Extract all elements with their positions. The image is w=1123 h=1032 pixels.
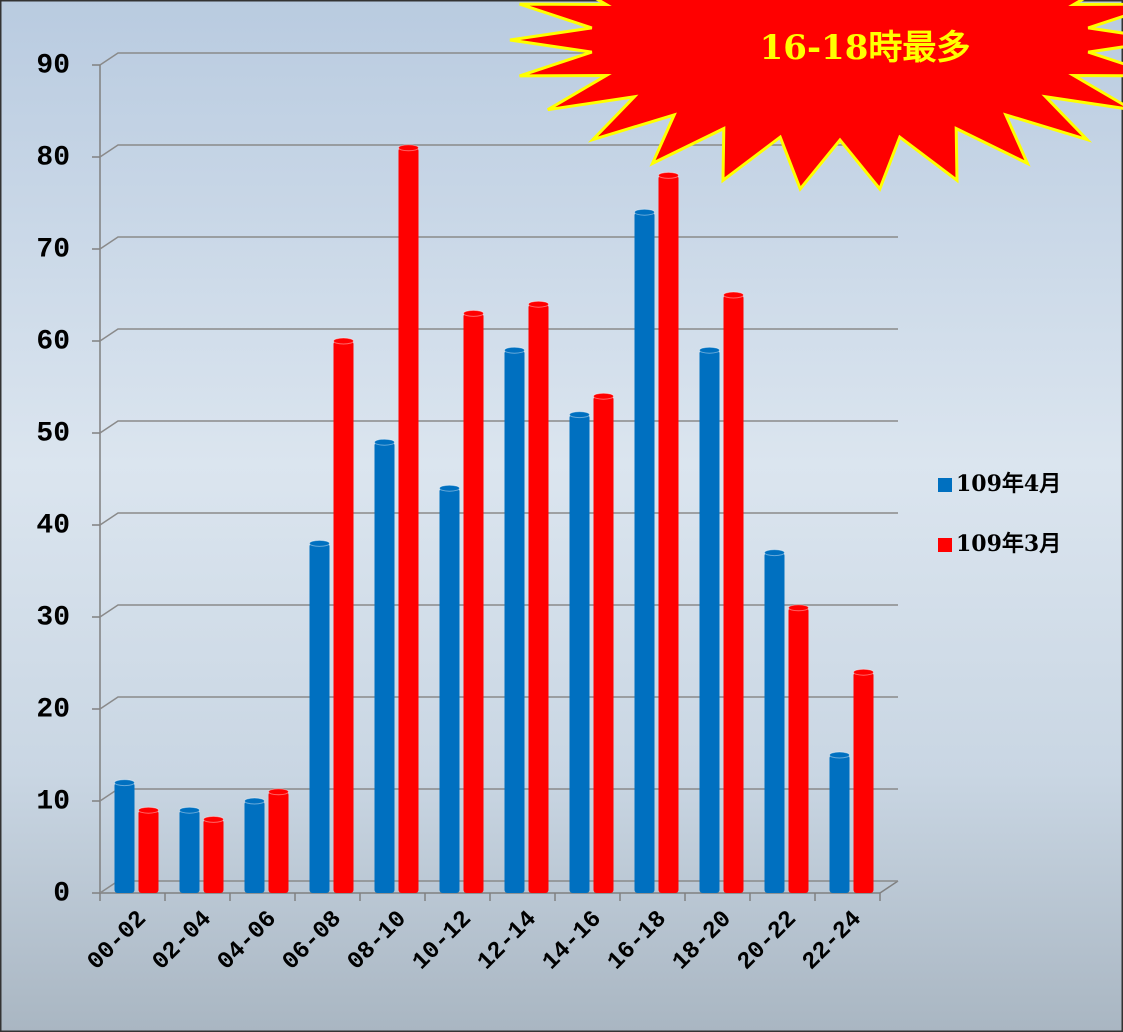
bar <box>244 801 265 893</box>
bar-top <box>593 392 614 400</box>
bar <box>569 414 590 893</box>
bar-top <box>244 797 265 805</box>
bar <box>138 810 159 893</box>
bar-top <box>699 346 720 354</box>
bar-top <box>179 806 200 814</box>
bar-top <box>114 779 135 787</box>
bar-top <box>138 806 159 814</box>
bar-top <box>658 171 679 179</box>
bar <box>398 147 419 894</box>
bar <box>829 755 850 893</box>
bar-top <box>439 484 460 492</box>
y-tick-label: 10 <box>36 786 70 817</box>
bar-top <box>569 411 590 419</box>
annotation: 16-18時最多 <box>760 28 971 68</box>
bar-top <box>203 815 224 823</box>
bar-top <box>374 438 395 446</box>
bar-top <box>829 751 850 759</box>
bar <box>528 304 549 893</box>
bar <box>658 175 679 893</box>
annotation-burst <box>509 0 1123 192</box>
bar <box>788 607 809 893</box>
bar <box>723 295 744 893</box>
x-axis-depth <box>879 880 899 894</box>
y-tick-label: 40 <box>36 510 70 541</box>
bar <box>504 350 525 893</box>
burst-shape <box>509 0 1123 192</box>
bar <box>374 442 395 893</box>
y-tick-label: 70 <box>36 234 70 265</box>
bar <box>114 782 135 893</box>
y-tick-label: 50 <box>36 418 70 449</box>
bar-top <box>463 309 484 317</box>
y-tick-label: 20 <box>36 694 70 725</box>
bar-top <box>333 337 354 345</box>
legend-swatch <box>938 538 952 552</box>
bar <box>764 552 785 893</box>
bar <box>333 341 354 893</box>
bar-top <box>764 549 785 557</box>
legend-swatch <box>938 478 952 492</box>
bar-top <box>528 300 549 308</box>
bar <box>439 488 460 893</box>
bar <box>203 819 224 893</box>
bar-top <box>398 144 419 152</box>
bar-top <box>504 346 525 354</box>
bar <box>179 810 200 893</box>
y-tick-label: 80 <box>36 142 70 173</box>
bar <box>853 672 874 893</box>
legend-label: 109年4月 <box>956 471 1061 497</box>
y-tick-label: 0 <box>53 878 70 909</box>
grid-line <box>99 144 898 158</box>
bar <box>309 543 330 893</box>
y-tick-label: 30 <box>36 602 70 633</box>
y-tick-label: 90 <box>36 50 70 81</box>
legend-label: 109年3月 <box>956 531 1061 557</box>
bar <box>634 212 655 893</box>
bar <box>463 313 484 893</box>
bar-top <box>634 208 655 216</box>
bar-top <box>788 604 809 612</box>
bar-top <box>723 291 744 299</box>
bar <box>268 791 289 893</box>
bar-top <box>853 668 874 676</box>
y-tick-label: 60 <box>36 326 70 357</box>
bar-top <box>268 788 289 796</box>
bar-top <box>309 539 330 547</box>
bar <box>699 350 720 893</box>
bar <box>593 396 614 893</box>
